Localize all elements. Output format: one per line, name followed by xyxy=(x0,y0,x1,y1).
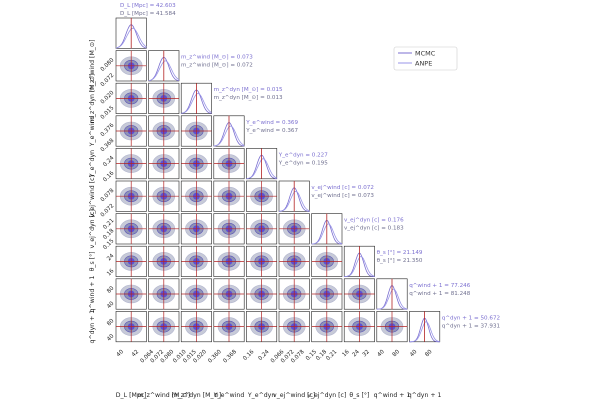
stat-anpe-mw: m_z^wind [M_⊙] = 0.072 xyxy=(181,63,253,69)
ylabel-qw: q^wind + 1 xyxy=(89,276,96,313)
ytick-th: 16 xyxy=(106,268,116,278)
xtick-th: 32 xyxy=(362,349,371,358)
xtick-qw: 80 xyxy=(392,349,402,359)
ytick-th: 24 xyxy=(106,253,116,263)
legend: MCMC ANPE xyxy=(393,46,458,71)
xtick-th: 24 xyxy=(352,349,362,359)
xlabel-DL: D_L [Mpc] xyxy=(116,392,147,399)
ytick-qw: 40 xyxy=(106,300,116,310)
ytick-qd: 40 xyxy=(106,333,116,343)
posterior-stats: D_L [Mpc] = 42.603 D_L [Mpc] = 41.584 m_z^… xyxy=(120,3,501,329)
stat-anpe-qw: q^wind + 1 = 81.248 xyxy=(409,291,471,297)
stat-anpe-Yd: Y_e^dyn = 0.195 xyxy=(278,160,328,166)
xtick-DL: 40 xyxy=(116,349,126,359)
ytick-qw: 80 xyxy=(106,285,116,295)
xtick-qd: 40 xyxy=(409,349,419,359)
stat-anpe-th: θ_s [°] = 21.350 xyxy=(377,258,423,264)
xlabel-th: θ_s [°] xyxy=(349,391,369,399)
stat-mcmc-mw: m_z^wind [M_⊙] = 0.073 xyxy=(181,55,253,61)
panel-grid xyxy=(115,17,441,343)
stat-mcmc-Yw: Y_e^wind = 0.369 xyxy=(245,120,298,126)
xtick-qw: 40 xyxy=(377,349,387,359)
stat-mcmc-th: θ_s [°] = 21.149 xyxy=(377,250,423,256)
ylabel-vw: v_ej^wind [c] xyxy=(89,175,96,217)
xtick-th: 16 xyxy=(341,349,351,359)
xtick-DL: 42 xyxy=(131,349,140,358)
legend-label-mcmc: MCMC xyxy=(415,50,436,58)
ytick-qd: 80 xyxy=(106,318,116,328)
stat-mcmc-md: m_z^dyn [M_⊙] = 0.015 xyxy=(214,87,283,93)
xlabel-vw: v_ej^wind [c] xyxy=(273,392,315,399)
xlabel-Yd: Y_e^dyn xyxy=(247,392,275,399)
stat-mcmc-vd: v_ej^dyn [c] = 0.176 xyxy=(344,218,404,224)
xlabel-Yw: Y_e^wind xyxy=(213,392,245,399)
stat-anpe-qd: q^dyn + 1 = 37.931 xyxy=(442,323,501,329)
stat-mcmc-Yd: Y_e^dyn = 0.227 xyxy=(278,152,328,158)
xtick-qd: 80 xyxy=(424,349,434,359)
stat-mcmc-qw: q^wind + 1 = 77.246 xyxy=(409,283,471,289)
ylabel-Yd: Y_e^dyn xyxy=(89,150,96,178)
stat-anpe-DL: D_L [Mpc] = 41.584 xyxy=(120,11,176,17)
stat-anpe-vw: v_ej^wind [c] = 0.073 xyxy=(311,193,374,199)
ylabel-qd: q^dyn + 1 xyxy=(89,310,96,344)
xlabel-mw: m_z^wind [M_⊙] xyxy=(138,392,191,399)
stat-anpe-Yw: Y_e^wind = 0.367 xyxy=(245,128,298,134)
ylabel-mw: m_z^wind [M_⊙] xyxy=(89,40,96,93)
ylabel-Yw: Y_e^wind xyxy=(89,116,96,148)
xlabel-qw: q^wind + 1 xyxy=(374,392,411,399)
xlabel-vd: v_ej^dyn [c] xyxy=(307,392,346,399)
stat-anpe-md: m_z^dyn [M_⊙] = 0.013 xyxy=(214,95,283,101)
ylabel-th: θ_s [°] xyxy=(88,251,96,271)
stat-anpe-vd: v_ej^dyn [c] = 0.183 xyxy=(344,226,404,232)
ylabel-vd: v_ej^dyn [c] xyxy=(89,209,96,248)
xlabel-qd: q^dyn + 1 xyxy=(408,392,442,399)
legend-label-anpe: ANPE xyxy=(415,60,432,68)
ylabel-md: m_z^dyn [M_⊙] xyxy=(89,74,96,123)
stat-mcmc-vw: v_ej^wind [c] = 0.072 xyxy=(311,185,374,191)
stat-mcmc-DL: D_L [Mpc] = 42.603 xyxy=(120,3,176,9)
stat-mcmc-qd: q^dyn + 1 = 50.672 xyxy=(442,315,500,321)
xlabel-md: m_z^dyn [M_⊙] xyxy=(172,392,221,399)
